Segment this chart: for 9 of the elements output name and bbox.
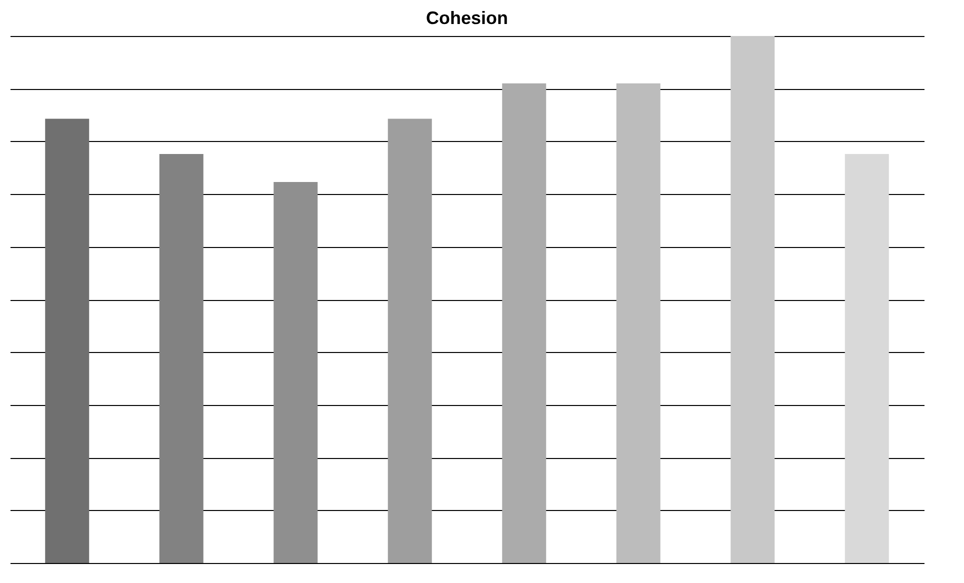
bar: [502, 83, 546, 563]
bar: [844, 154, 889, 563]
bar: [730, 36, 775, 563]
bar: [159, 154, 204, 563]
bar: [616, 83, 660, 563]
chart-title: Cohesion: [426, 8, 508, 28]
bar: [274, 182, 318, 563]
bar: [388, 118, 432, 563]
bar: [45, 118, 90, 563]
